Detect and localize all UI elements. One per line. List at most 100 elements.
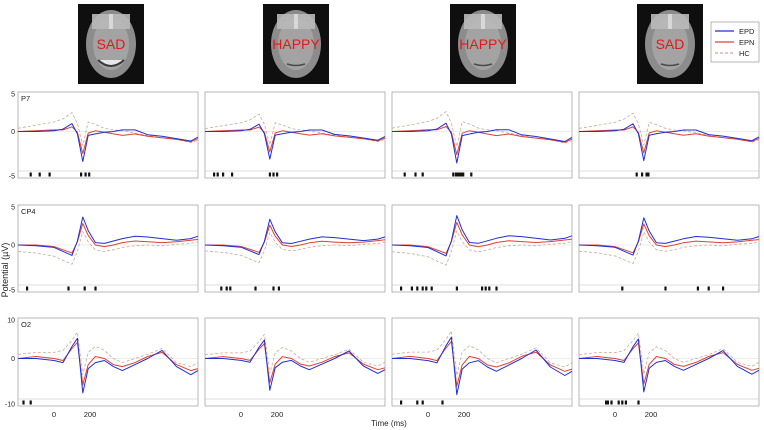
significance-mark	[645, 172, 648, 177]
panel-frame	[391, 204, 573, 293]
significance-mark	[414, 172, 417, 177]
erp-panels: 5 0 -5 P7 5 0 -5 CP4 10 0 -10 O2 0 200 0 200 0 200 0 200	[5, 91, 760, 419]
face-stimuli: SAD HAPPY HAPPY SAD	[78, 4, 703, 84]
y-tick-label: -10	[5, 402, 15, 409]
significance-mark	[635, 172, 638, 177]
y-tick-label: -5	[9, 174, 15, 181]
significance-mark	[722, 286, 725, 291]
series-line-hc	[17, 231, 199, 265]
panel-frame	[578, 317, 760, 407]
significance-mark	[222, 172, 225, 177]
series-line-epn	[17, 341, 199, 386]
significance-mark	[647, 172, 650, 177]
series-line-epn	[18, 222, 199, 254]
series-line-epd	[391, 215, 573, 257]
series-line-epd	[205, 339, 386, 391]
significance-mark	[425, 286, 428, 291]
face-highlight	[465, 18, 501, 70]
significance-mark	[38, 172, 41, 177]
mouth	[660, 63, 680, 67]
series-line-epn	[579, 223, 760, 254]
panel-frame	[204, 317, 386, 407]
x-axis-label: Time (ms)	[371, 419, 407, 428]
significance-mark	[421, 400, 424, 405]
significance-mark	[80, 172, 83, 177]
face-highlight	[652, 18, 688, 70]
face-stimulus: HAPPY	[450, 4, 516, 84]
eye-mask-divider	[668, 14, 672, 29]
face-stimulus: SAD	[637, 4, 703, 84]
eye-mask-divider	[481, 14, 485, 29]
series-line-epd	[579, 123, 760, 162]
y-tick-label: 5	[11, 92, 15, 99]
series-line-hc	[391, 230, 573, 266]
series-line-epd	[578, 217, 760, 256]
series-line-epd	[17, 216, 199, 256]
significance-mark	[213, 172, 216, 177]
significance-mark	[403, 172, 406, 177]
panel	[391, 204, 573, 293]
x-tick-label: 200	[84, 410, 97, 419]
series-line-epn	[392, 221, 573, 254]
significance-mark	[254, 286, 257, 291]
series-line-epd	[18, 123, 199, 162]
face-stimulus: HAPPY	[263, 4, 329, 84]
significance-mark	[225, 286, 228, 291]
series-line-epd	[392, 336, 573, 396]
y-axis-label: Potential (µV)	[0, 243, 10, 298]
significance-mark	[400, 400, 403, 405]
significance-mark	[454, 172, 458, 177]
series-line-epn	[391, 341, 573, 387]
panel-frame	[391, 91, 573, 179]
x-tick-label: 200	[458, 410, 471, 419]
significance-mark	[452, 172, 455, 177]
significance-mark	[707, 286, 710, 291]
significance-mark	[29, 400, 32, 405]
significance-mark	[470, 172, 473, 177]
significance-mark	[268, 172, 271, 177]
significance-mark	[220, 286, 223, 291]
significance-mark	[22, 400, 25, 405]
series-line-epd	[392, 122, 573, 164]
x-tick-label: 0	[613, 410, 617, 419]
panel: 0 200	[391, 317, 573, 419]
series-line-hc	[391, 330, 573, 376]
panel-frame	[17, 317, 199, 407]
significance-mark	[67, 286, 70, 291]
panel	[578, 91, 760, 179]
significance-mark	[416, 400, 419, 405]
significance-mark	[276, 172, 279, 177]
significance-mark	[421, 286, 424, 291]
y-tick-label: -5	[9, 288, 15, 295]
significance-mark	[621, 400, 624, 405]
face-stimulus: SAD	[78, 4, 144, 84]
y-tick-label: 0	[11, 243, 15, 250]
series-line-epd	[205, 123, 386, 160]
significance-mark	[610, 400, 613, 405]
series-line-epn	[204, 343, 386, 384]
significance-mark	[421, 172, 424, 177]
significance-mark	[462, 172, 465, 177]
series-line-epn	[391, 126, 573, 156]
panel-frame	[17, 204, 199, 293]
significance-mark	[231, 172, 234, 177]
significance-mark	[617, 400, 620, 405]
emotion-label: HAPPY	[272, 36, 320, 52]
significance-mark	[26, 286, 29, 291]
significance-mark	[272, 286, 275, 291]
mouth	[97, 59, 125, 67]
significance-mark	[488, 286, 491, 291]
significance-mark	[416, 286, 419, 291]
panel: 0 200	[578, 317, 760, 419]
series-line-hc	[578, 332, 760, 375]
electrode-label: O2	[21, 320, 31, 329]
series-line-epd	[204, 218, 386, 256]
legend-label: EPN	[739, 38, 754, 47]
panel: 10 0 -10 O2 0 200	[5, 317, 199, 419]
legend-label: EPD	[739, 27, 755, 36]
panel-frame	[17, 91, 199, 179]
significance-mark	[229, 286, 232, 291]
series-line-hc	[578, 231, 760, 264]
panel-frame	[578, 204, 760, 293]
panel-frame	[391, 317, 573, 407]
